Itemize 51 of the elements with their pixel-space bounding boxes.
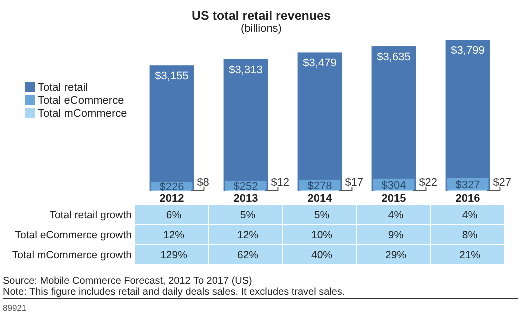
chart-subtitle: (billions) [241, 23, 282, 35]
bar [446, 40, 490, 191]
source-note: Source: Mobile Commerce Forecast, 2012 To 2017 (US) [3, 276, 252, 287]
text: 5% [314, 210, 330, 222]
bar [372, 46, 416, 191]
category-label: Total eCommerce growth [15, 230, 132, 242]
text: 10% [311, 230, 333, 242]
category-label: Total mCommerce growth [12, 250, 132, 262]
data-label: $22 [419, 177, 438, 189]
data-label: $3,479 [303, 58, 337, 70]
data-label: $27 [493, 177, 512, 189]
text: 21% [459, 250, 481, 262]
text: 8% [462, 230, 478, 242]
data-label: $17 [345, 177, 364, 189]
bar [224, 59, 268, 191]
data-label: $304 [382, 180, 406, 192]
bar [298, 52, 342, 191]
text: 6% [166, 210, 182, 222]
legend-label: Total retail [38, 82, 88, 94]
text: 89921 [3, 303, 27, 313]
x-tick-label: 2012 [160, 193, 184, 205]
text: Note: This figure includes retail and daily deals sales. It excludes travel sales. [3, 287, 346, 298]
bar [150, 66, 194, 191]
chart-title: US total retail revenues [192, 9, 332, 23]
x-tick-label: 2016 [456, 193, 480, 205]
text: 40% [311, 250, 333, 262]
data-label: $252 [234, 180, 258, 193]
legend-label: Total eCommerce [38, 95, 124, 107]
x-tick-label: 2014 [308, 193, 334, 205]
data-label: $226 [160, 182, 184, 194]
text: 5% [240, 210, 256, 222]
text: 4% [388, 210, 404, 222]
text: 129% [160, 250, 188, 262]
data-label: $327 [456, 180, 480, 192]
x-tick-label: 2015 [382, 193, 406, 205]
legend-label: Total mCommerce [38, 108, 128, 120]
text: 4% [462, 210, 478, 222]
text: 9% [388, 230, 404, 242]
data-label: $278 [308, 180, 332, 192]
data-label: $12 [271, 177, 290, 189]
text: 12% [163, 230, 185, 242]
category-label: Total retail growth [50, 210, 132, 222]
text: 62% [237, 250, 259, 262]
data-label: $8 [197, 177, 210, 189]
data-label: $3,155 [155, 70, 189, 83]
data-label: $3,799 [451, 45, 485, 57]
data-label: $3,313 [229, 64, 263, 76]
text: 12% [237, 230, 259, 242]
x-tick-label: 2013 [234, 193, 258, 205]
text: 29% [385, 250, 407, 262]
data-label: $3,635 [377, 52, 411, 64]
